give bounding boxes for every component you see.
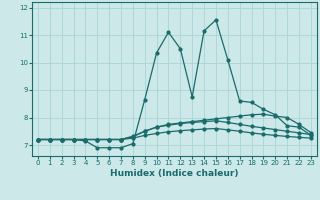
X-axis label: Humidex (Indice chaleur): Humidex (Indice chaleur) — [110, 169, 239, 178]
